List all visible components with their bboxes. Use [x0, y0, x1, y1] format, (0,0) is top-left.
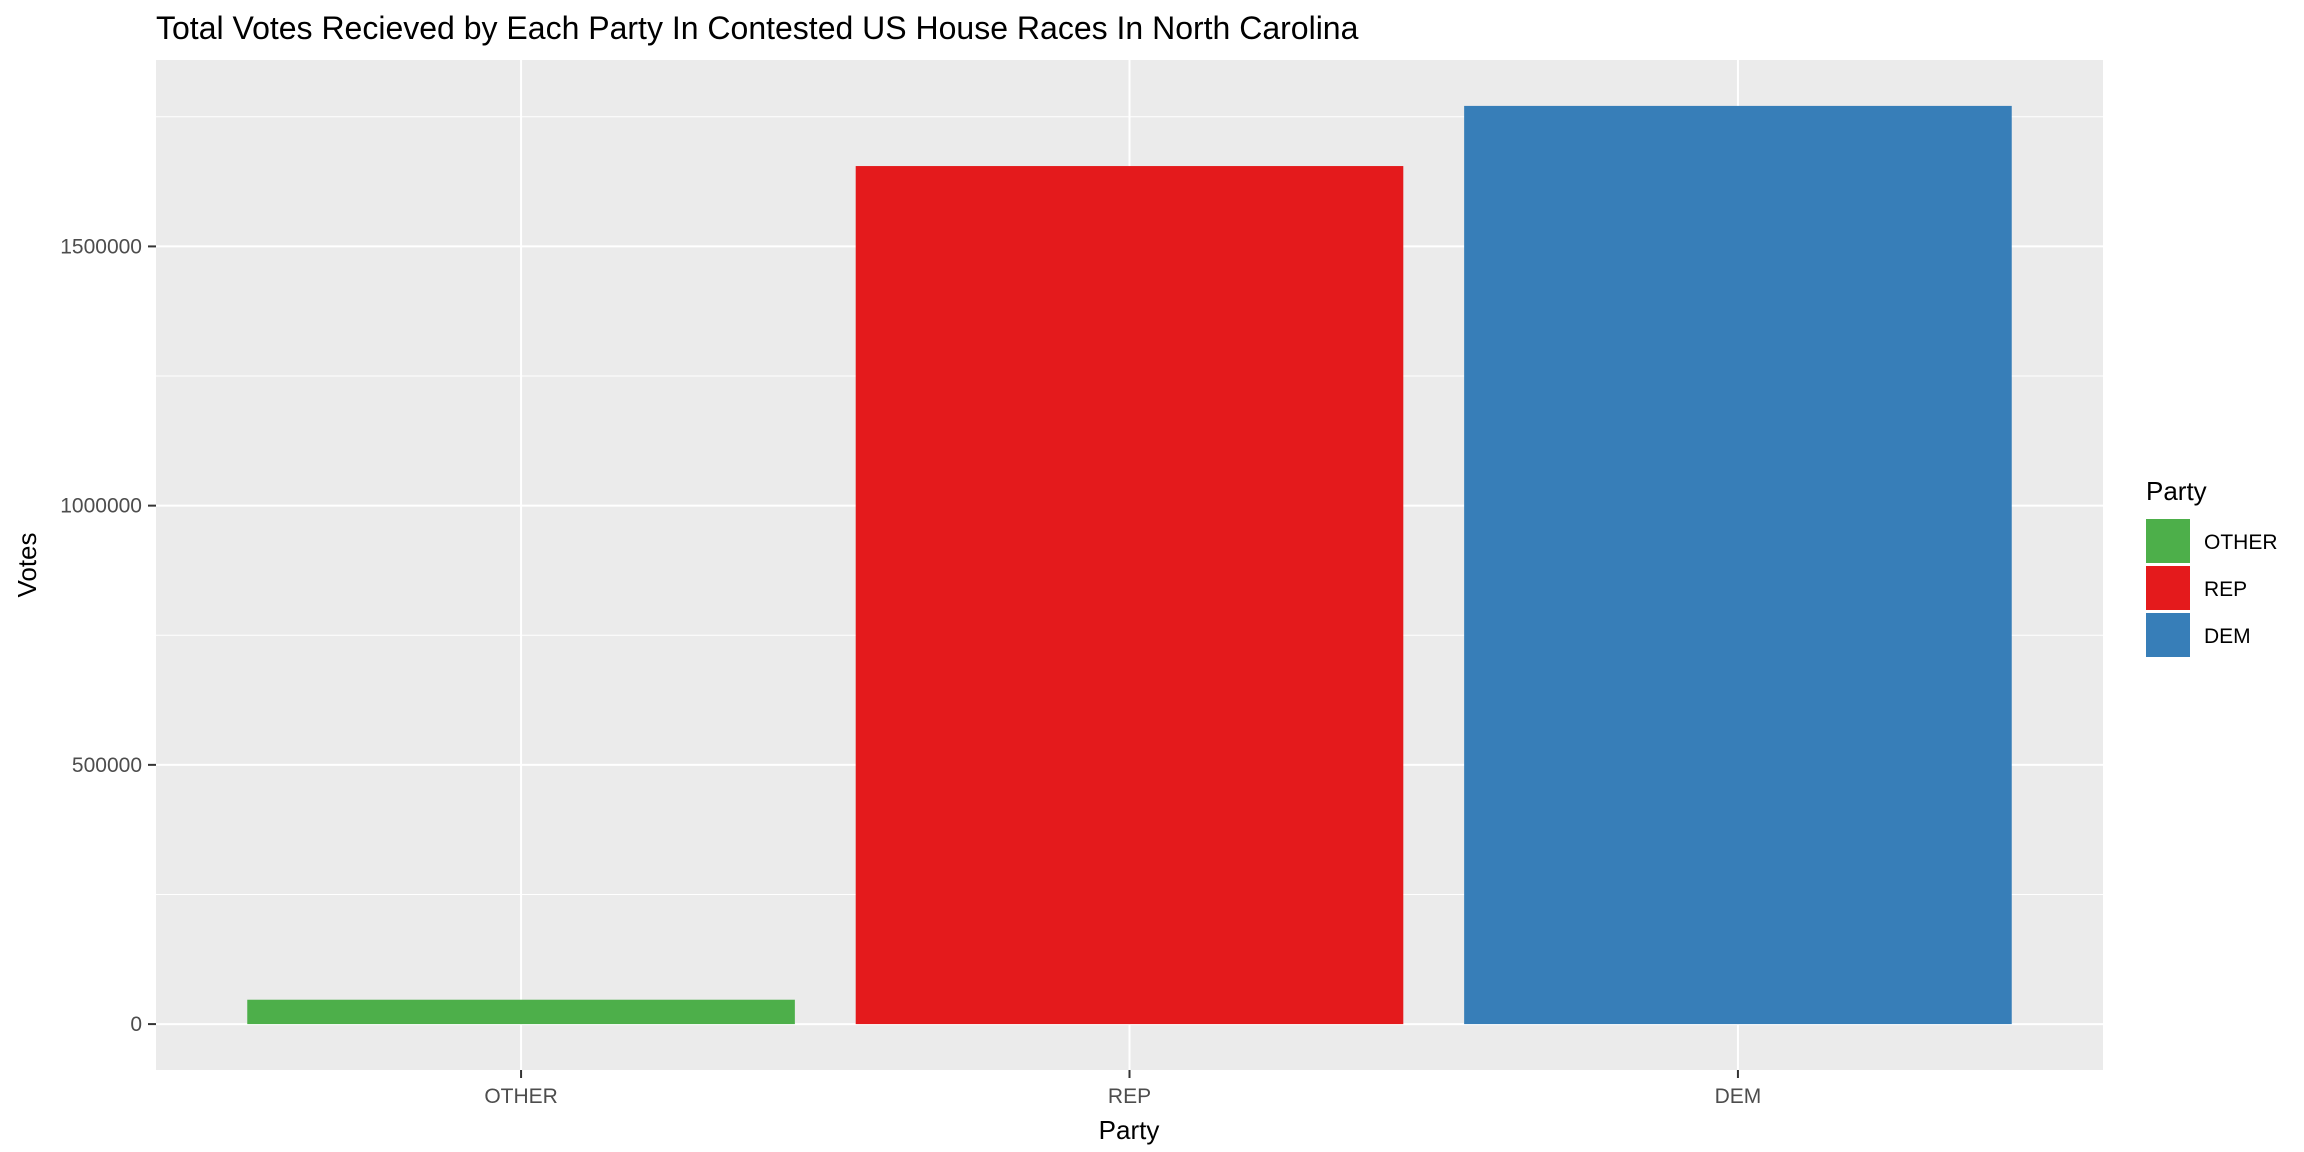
- x-axis: OTHER REP DEM: [484, 1070, 1761, 1108]
- x-tick-label: REP: [1108, 1085, 1151, 1108]
- y-axis: 0 500000 1000000 1500000: [60, 235, 156, 1036]
- legend-key-dem: [2146, 613, 2190, 657]
- legend-key-other: [2146, 519, 2190, 563]
- legend-title: Party: [2146, 476, 2207, 506]
- y-tick-label: 1500000: [60, 235, 142, 258]
- y-tick-label: 0: [130, 1013, 142, 1036]
- legend-key-rep: [2146, 566, 2190, 610]
- legend: Party OTHER REP DEM: [2146, 476, 2278, 657]
- chart-title: Total Votes Recieved by Each Party In Co…: [156, 10, 1359, 46]
- bars: [247, 105, 2012, 1025]
- y-axis-label: Votes: [12, 532, 42, 597]
- legend-label: OTHER: [2204, 531, 2278, 554]
- y-tick-label: 1000000: [60, 495, 142, 518]
- bar-rep: [855, 166, 1404, 1025]
- x-axis-label: Party: [1099, 1115, 1160, 1145]
- y-tick-label: 500000: [72, 754, 142, 777]
- x-tick-label: OTHER: [484, 1085, 558, 1108]
- bar-dem: [1464, 105, 2012, 1025]
- legend-label: DEM: [2204, 625, 2251, 648]
- bar-other: [247, 999, 795, 1025]
- legend-label: REP: [2204, 578, 2247, 601]
- x-tick-label: DEM: [1715, 1085, 1762, 1108]
